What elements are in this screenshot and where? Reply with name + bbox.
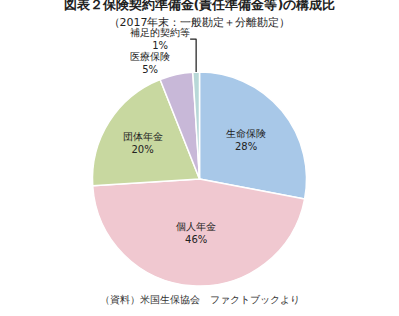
svg-text:個人年金46%: 個人年金46%	[176, 221, 216, 245]
svg-text:団体年金20%: 団体年金20%	[123, 131, 163, 155]
svg-text:医療保険5%: 医療保険5%	[130, 51, 170, 75]
svg-text:補足的契約等1%: 補足的契約等1%	[130, 27, 190, 51]
svg-text:（資料）米国生保協会 ファクトブックより: （資料）米国生保協会 ファクトブックより	[100, 294, 300, 305]
svg-text:生命保険28%: 生命保険28%	[226, 128, 266, 152]
svg-text:図表２保険契約準備金(責任準備金等)の構成比（2017年末：: 図表２保険契約準備金(責任準備金等)の構成比（2017年末：一般勘定＋分離勘定）	[64, 0, 336, 29]
